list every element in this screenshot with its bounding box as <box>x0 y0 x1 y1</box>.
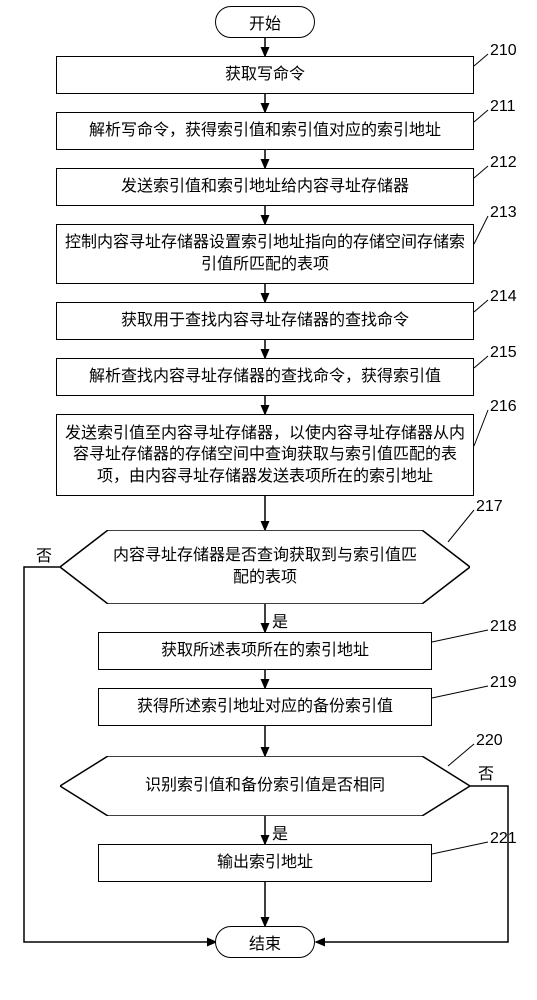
num-220: 220 <box>476 732 503 750</box>
end-terminal: 结束 <box>215 926 315 958</box>
decision-220: 识别索引值和备份索引值是否相同 <box>60 756 470 816</box>
end-label: 结束 <box>249 930 281 954</box>
num-211: 211 <box>490 98 516 116</box>
num-217: 217 <box>476 498 503 516</box>
num-215: 215 <box>490 344 517 362</box>
step-211: 解析写命令，获得索引值和索引值对应的索引地址 <box>56 112 474 150</box>
step-210: 获取写命令 <box>56 56 474 94</box>
step-213: 控制内容寻址存储器设置索引地址指向的存储空间存储索引值所匹配的表项 <box>56 224 474 284</box>
start-terminal: 开始 <box>215 6 315 38</box>
step-215: 解析查找内容寻址存储器的查找命令，获得索引值 <box>56 358 474 396</box>
label-220-yes: 是 <box>272 820 288 844</box>
step-212: 发送索引值和索引地址给内容寻址存储器 <box>56 168 474 206</box>
num-214: 214 <box>490 288 517 306</box>
step-216: 发送索引值至内容寻址存储器，以使内容寻址存储器从内容寻址存储器的存储空间中查询获… <box>56 414 474 496</box>
step-218: 获取所述表项所在的索引地址 <box>98 632 432 670</box>
label-217-no: 否 <box>36 542 52 566</box>
step-214: 获取用于查找内容寻址存储器的查找命令 <box>56 302 474 340</box>
num-221: 221 <box>490 830 517 848</box>
label-220-no: 否 <box>478 760 494 784</box>
num-212: 212 <box>490 154 517 172</box>
start-label: 开始 <box>249 10 281 34</box>
flowchart-canvas: 开始 结束 获取写命令 解析写命令，获得索引值和索引值对应的索引地址 发送索引值… <box>0 0 537 1000</box>
num-218: 218 <box>490 618 517 636</box>
step-219: 获得所述索引地址对应的备份索引值 <box>98 688 432 726</box>
num-210: 210 <box>490 42 517 60</box>
decision-217: 内容寻址存储器是否查询获取到与索引值匹配的表项 <box>60 530 470 604</box>
num-213: 213 <box>490 204 517 222</box>
label-217-yes: 是 <box>272 608 288 632</box>
step-221: 输出索引地址 <box>98 844 432 882</box>
num-216: 216 <box>490 398 517 416</box>
num-219: 219 <box>490 674 517 692</box>
